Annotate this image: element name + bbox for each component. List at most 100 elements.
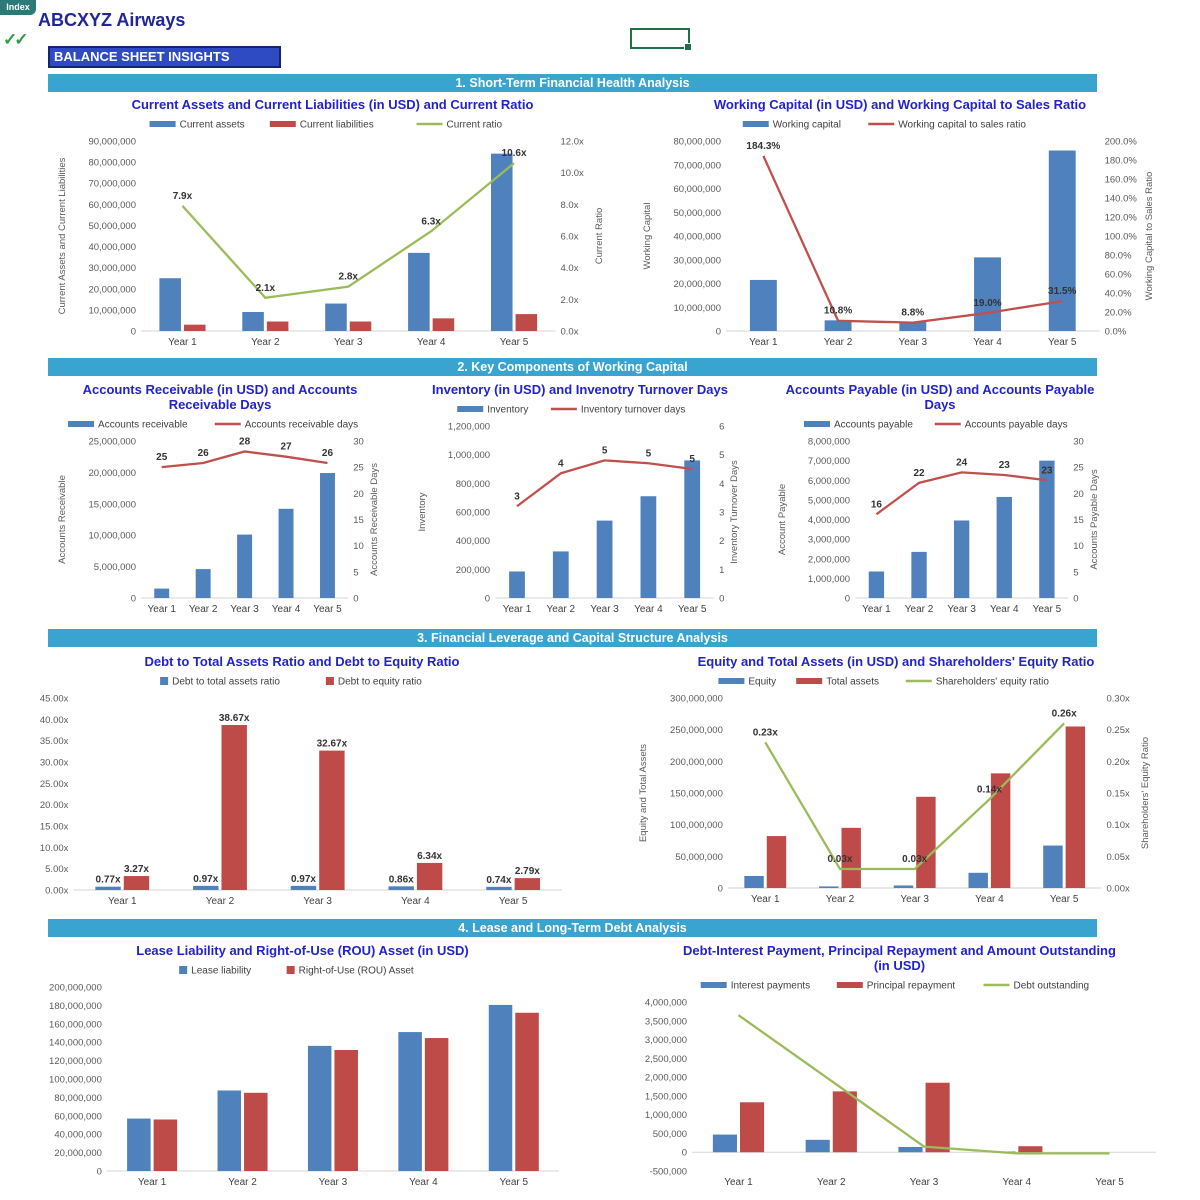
line-data-label: 3 <box>514 491 520 502</box>
legend-bar-marker <box>742 121 769 127</box>
legend-label: Right-of-Use (ROU) Asset <box>299 966 414 977</box>
left-axis-tick-label: 10.00x <box>40 843 69 854</box>
category-label: Year 5 <box>313 604 342 615</box>
bar-data-label: 0.97x <box>291 874 316 885</box>
bar-debt-payments <box>898 1146 923 1153</box>
line-data-label: 0.14x <box>977 784 1002 795</box>
left-axis-tick-label: 30,000,000 <box>673 255 721 266</box>
category-label: Year 4 <box>975 894 1004 905</box>
legend-bar-marker <box>149 121 176 127</box>
chart-title: Days <box>924 397 955 412</box>
bar-data-label: 0.77x <box>96 875 121 886</box>
cell-selection-box[interactable] <box>630 28 692 51</box>
right-axis-tick-label: 8.0x <box>561 200 579 211</box>
left-axis-tick-label: 70,000,000 <box>673 160 721 171</box>
right-axis-tick-label: 0.05x <box>1107 852 1130 863</box>
category-label: Year 4 <box>634 604 663 615</box>
left-axis-tick-label: 20,000,000 <box>88 284 136 295</box>
right-axis-tick-label: 1 <box>719 565 724 576</box>
bar-current-assets-liabilities-ratio <box>490 153 513 331</box>
chart-title: Current Assets and Current Liabilities (… <box>132 97 534 112</box>
trend-line <box>762 155 1063 324</box>
line-data-label: 16 <box>871 499 883 510</box>
left-axis-tick-label: 1,500,000 <box>645 1091 687 1102</box>
line-data-label: 24 <box>956 457 968 468</box>
category-label: Year 5 <box>499 896 528 907</box>
category-label: Year 3 <box>947 604 976 615</box>
bar-lease-rou <box>398 1032 422 1171</box>
category-label: Year 5 <box>1048 337 1077 348</box>
line-data-label: 6.3x <box>421 216 441 227</box>
category-label: Year 3 <box>230 604 259 615</box>
left-axis-tick-label: 200,000,000 <box>49 983 102 994</box>
left-axis-tick-label: 1,200,000 <box>448 422 490 433</box>
legend-bar-marker <box>68 421 95 427</box>
left-axis-tick-label: 40,000,000 <box>54 1130 102 1141</box>
trend-line <box>875 471 1048 516</box>
left-axis-tick-label: 60,000,000 <box>673 184 721 195</box>
left-axis-tick-label: 50,000,000 <box>675 852 723 863</box>
left-axis-tick-label: 600,000 <box>456 508 490 519</box>
left-axis-tick-label: 150,000,000 <box>670 789 723 800</box>
left-axis-tick-label: -500,000 <box>650 1167 688 1178</box>
category-label: Year 1 <box>724 1177 753 1188</box>
legend-label: Current liabilities <box>300 120 374 131</box>
legend-label: Debt outstanding <box>1014 981 1090 992</box>
bar-current-assets-liabilities-ratio <box>242 312 264 331</box>
right-axis-tick-label: 0.20x <box>1107 757 1130 768</box>
bar-lease-rou <box>153 1119 178 1171</box>
left-axis-tick-label: 80,000,000 <box>54 1093 102 1104</box>
section-header-3: 3. Financial Leverage and Capital Struct… <box>48 629 1097 647</box>
category-label: Year 5 <box>1050 894 1079 905</box>
left-axis-tick-label: 0 <box>845 594 850 605</box>
legend-label: Accounts payable days <box>965 420 1068 431</box>
category-label: Year 2 <box>547 604 576 615</box>
category-label: Year 3 <box>910 1177 939 1188</box>
left-axis-tick-label: 20,000,000 <box>54 1148 102 1159</box>
left-axis-tick-label: 0 <box>131 594 136 605</box>
bar-debt-ratios <box>221 725 247 890</box>
chart-title: Working Capital (in USD) and Working Cap… <box>714 97 1086 112</box>
left-axis-tick-label: 250,000,000 <box>670 725 723 736</box>
left-axis-tick-label: 80,000,000 <box>88 158 136 169</box>
bar-accounts-receivable <box>195 569 211 598</box>
category-label: Year 2 <box>189 604 218 615</box>
left-axis-tick-label: 120,000,000 <box>49 1056 102 1067</box>
bar-inventory <box>552 551 569 598</box>
left-axis-tick-label: 40,000,000 <box>88 242 136 253</box>
legend-label: Debt to equity ratio <box>338 677 422 688</box>
category-label: Year 3 <box>334 337 363 348</box>
bar-data-label: 3.27x <box>124 864 149 875</box>
chart-canvas-equity-total-assets: Equity and Total Assets (in USD) and Sha… <box>638 654 1151 905</box>
legend-bar-marker <box>803 421 830 427</box>
trend-line <box>181 162 515 299</box>
line-data-label: 8.8% <box>901 308 924 319</box>
sheet-header: Index ABCXYZ Airways ✓✓ BALANCE SHEET IN… <box>0 0 1200 74</box>
index-tab-button[interactable]: Index <box>0 0 36 15</box>
legend-square-marker <box>325 677 334 685</box>
category-label: Year 1 <box>147 604 176 615</box>
line-data-label: 0.03x <box>827 854 852 865</box>
right-axis-tick-label: 0.10x <box>1107 820 1130 831</box>
left-axis-tick-label: 0 <box>718 884 723 895</box>
left-axis-tick-label: 40.00x <box>40 715 69 726</box>
trend-line <box>737 1014 1110 1155</box>
legend-bar-marker <box>796 678 823 684</box>
chart-current-assets-liabilities-ratio: Current Assets and Current Liabilities (… <box>55 96 610 352</box>
bar-accounts-payable <box>1039 460 1055 598</box>
bar-equity-total-assets <box>990 773 1011 888</box>
left-axis-tick-label: 0.00x <box>45 886 68 897</box>
right-axis-tick-label: 0.00x <box>1107 884 1130 895</box>
line-data-label: 27 <box>280 442 292 453</box>
left-axis-tick-label: 180,000,000 <box>49 1001 102 1012</box>
line-data-label: 2.1x <box>256 283 276 294</box>
bar-current-assets-liabilities-ratio <box>183 324 206 331</box>
bar-data-label: 32.67x <box>317 739 348 750</box>
chart-canvas-accounts-payable: Accounts Payable (in USD) and Accounts P… <box>777 382 1100 615</box>
left-axis-tick-label: 500,000 <box>653 1129 687 1140</box>
left-axis-tick-label: 60,000,000 <box>54 1111 102 1122</box>
right-axis-tick-label: 0.15x <box>1107 789 1130 800</box>
category-label: Year 2 <box>905 604 934 615</box>
legend-bar-marker <box>718 678 745 684</box>
category-label: Year 5 <box>678 604 707 615</box>
